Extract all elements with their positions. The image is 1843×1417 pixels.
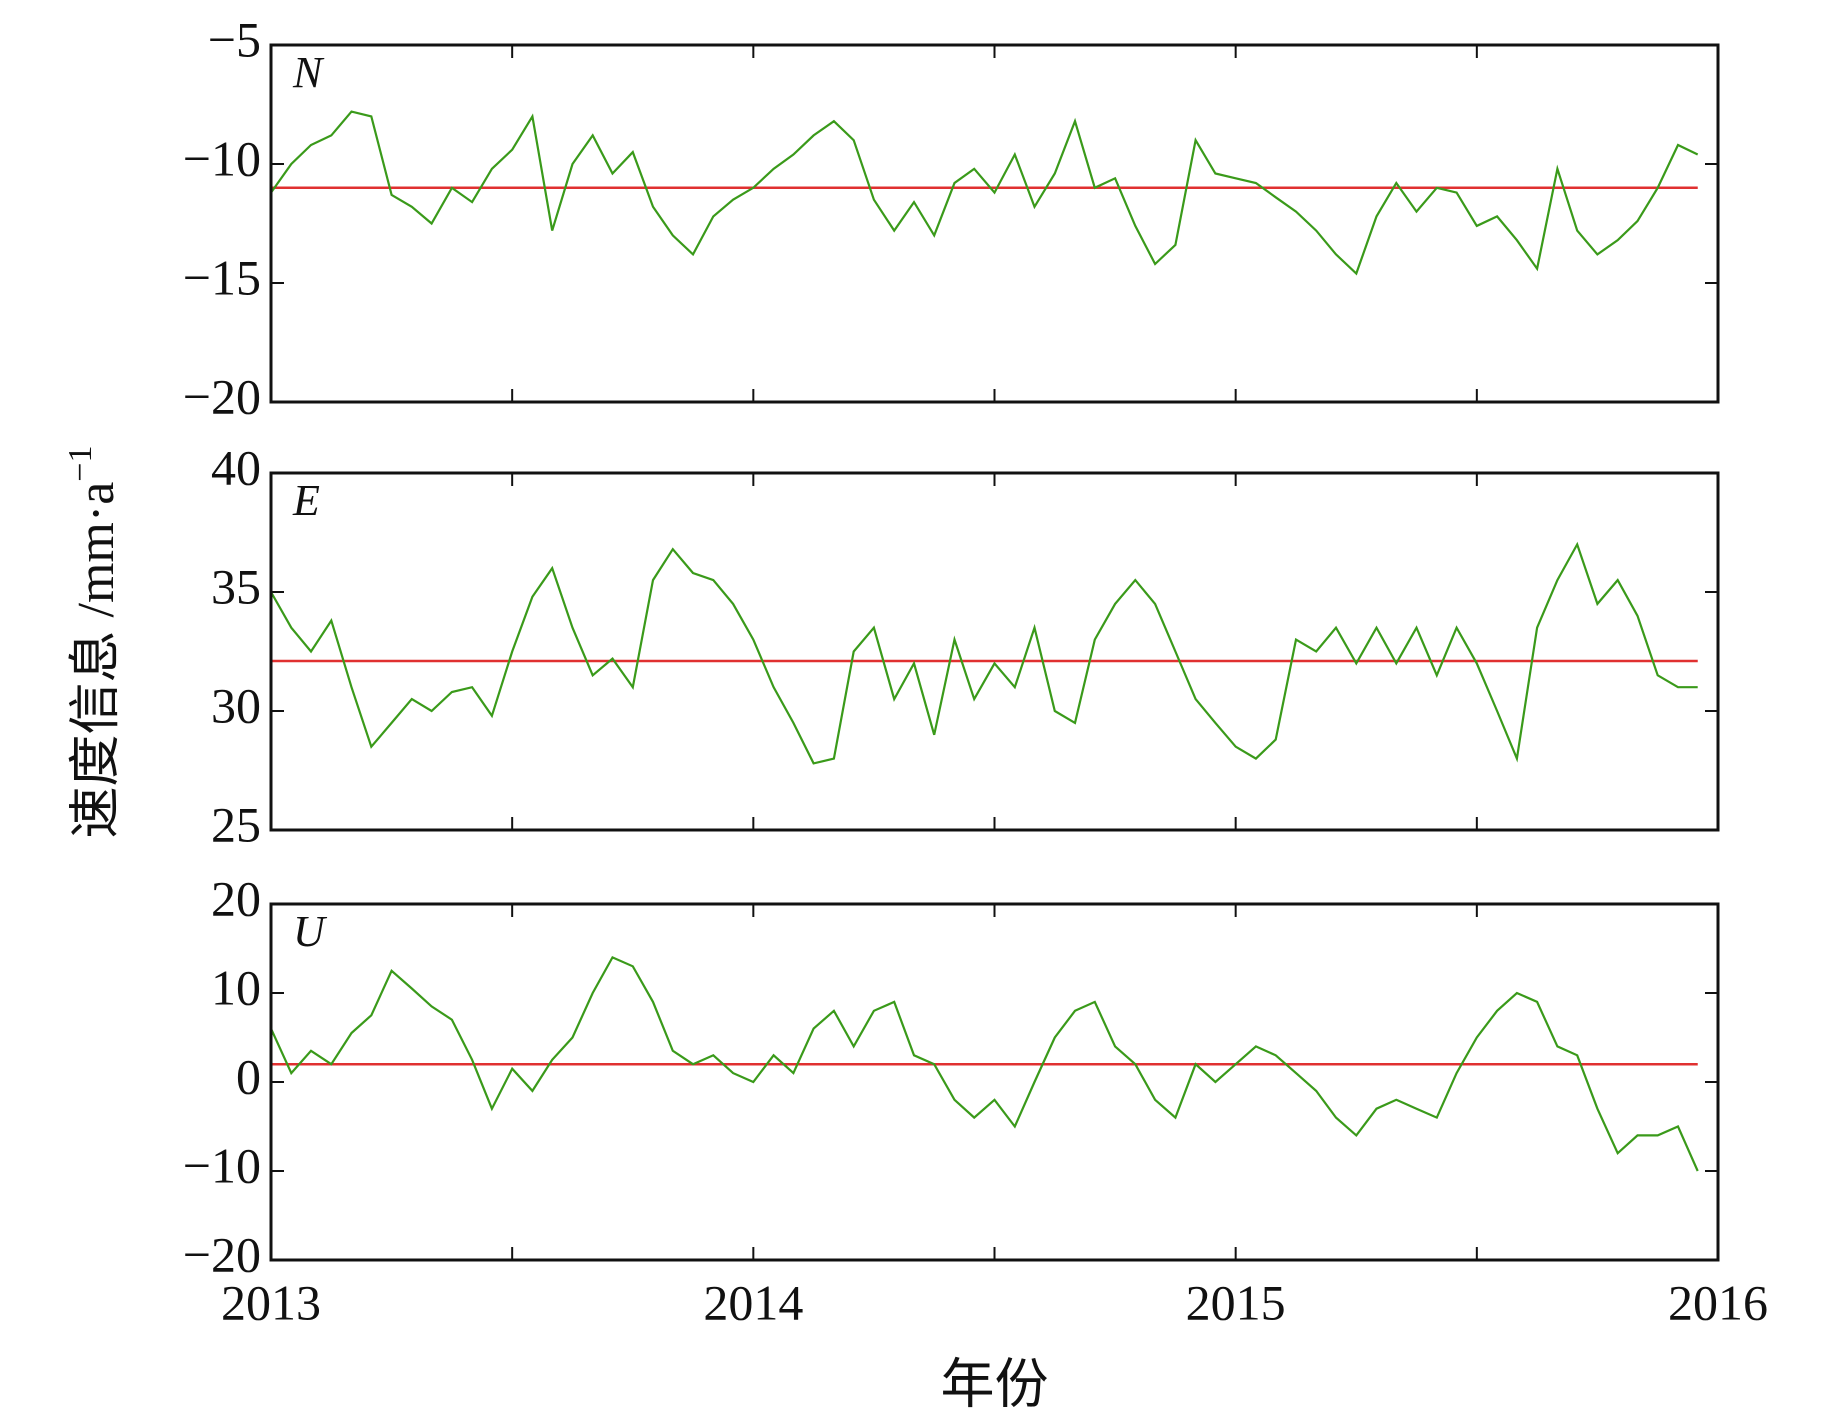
y-axis-label-sup: −1 [62, 446, 99, 482]
y-tick-label: 35 [211, 558, 261, 614]
plot-frame [269, 471, 1720, 832]
x-axis-label: 年份 [941, 1354, 1049, 1414]
y-tick-label: 10 [211, 959, 261, 1015]
x-tick-label: 2016 [1668, 1274, 1768, 1330]
y-tick-label: 40 [211, 439, 261, 495]
y-tick-label: −5 [208, 11, 261, 67]
y-tick-label: −10 [183, 130, 261, 186]
panel-label: E [292, 476, 320, 525]
y-tick-label: −10 [183, 1137, 261, 1193]
y-tick-label: 30 [211, 677, 261, 733]
y-tick-label: −15 [183, 249, 261, 305]
y-axis-label: 速度信息 /mm·a−1 [62, 446, 125, 839]
plot-frame [269, 43, 1720, 404]
series-line [269, 955, 1699, 1172]
plot-frame [269, 902, 1720, 1262]
y-tick-label: −20 [183, 1226, 261, 1282]
y-tick-label: 20 [211, 870, 261, 926]
panel-label: N [292, 48, 325, 97]
y-tick-label: −20 [183, 368, 261, 424]
y-tick-label: 25 [211, 796, 261, 852]
y-axis-label-text: 速度信息 /mm·a [68, 482, 125, 839]
x-tick-label: 2015 [1186, 1274, 1286, 1330]
panel-label: U [293, 907, 328, 956]
x-tick-label: 2013 [221, 1274, 321, 1330]
y-tick-label: 0 [236, 1048, 261, 1104]
x-tick-label: 2014 [703, 1274, 803, 1330]
series-line [270, 110, 1699, 276]
series-line [270, 541, 1698, 765]
